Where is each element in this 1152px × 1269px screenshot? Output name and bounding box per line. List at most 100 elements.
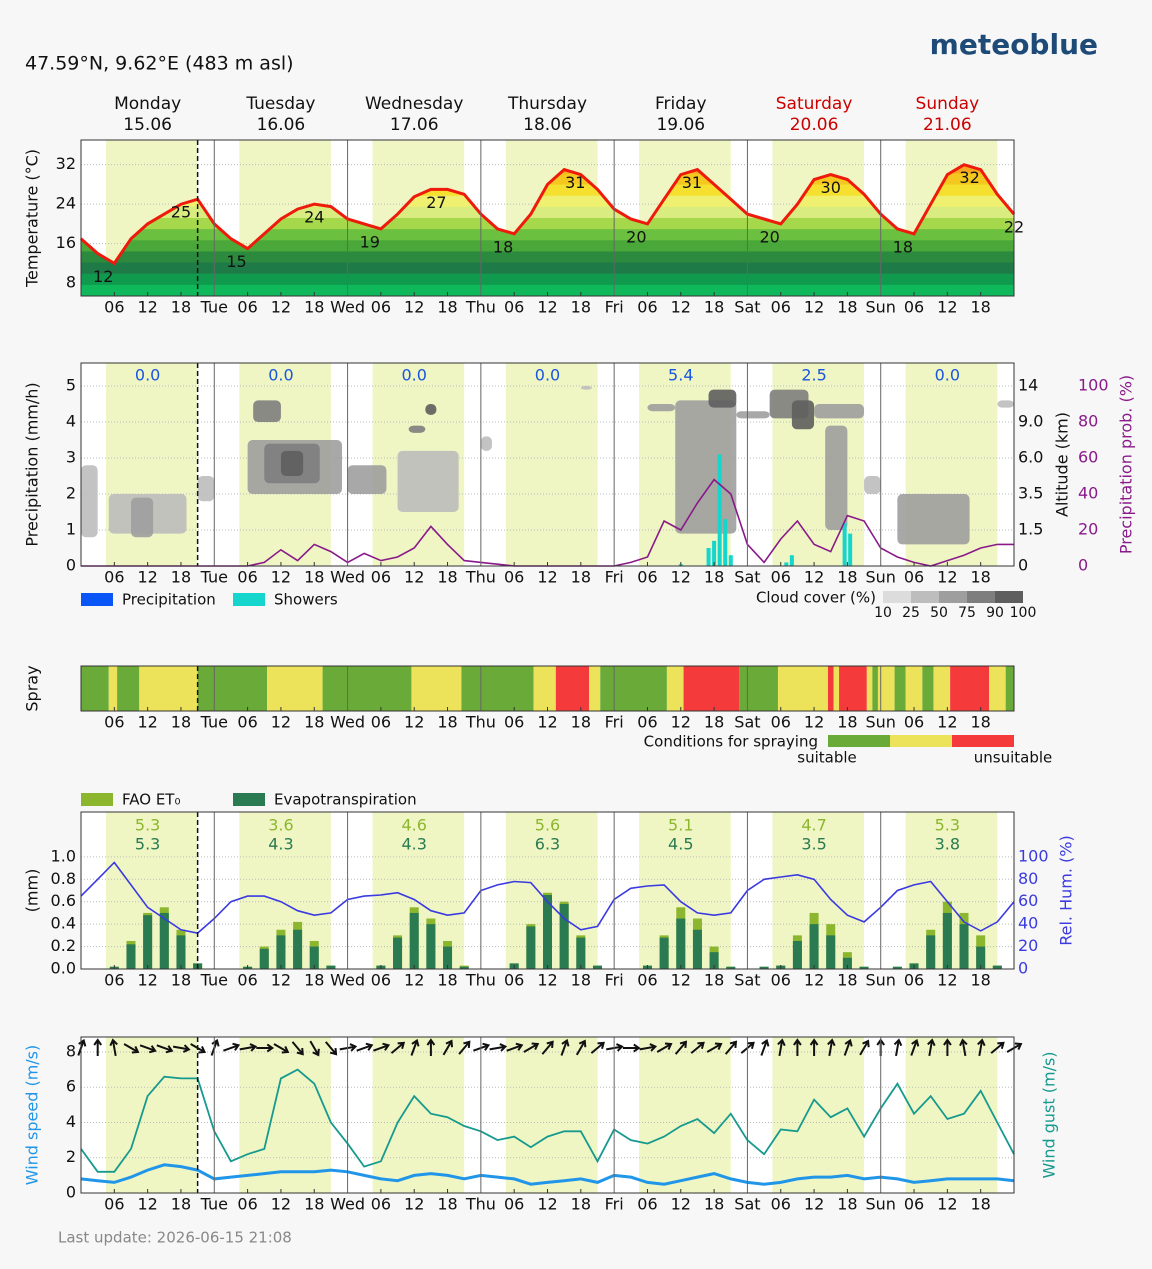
x-tick-label: 18 — [304, 971, 324, 990]
x-tick-label: 12 — [404, 713, 424, 732]
bar — [942, 912, 952, 969]
x-tick-label: 06 — [104, 298, 124, 317]
spray-segment — [933, 666, 951, 711]
x-tick-label: 18 — [571, 713, 591, 732]
x-tick-label: 18 — [704, 1195, 724, 1214]
x-tick-label: 12 — [271, 1195, 291, 1214]
x-tick-label: 18 — [171, 1195, 191, 1214]
legend-swatch — [828, 735, 890, 747]
x-tick-label: 06 — [637, 568, 657, 587]
y-tick-label: 4 — [66, 1112, 76, 1131]
bar — [526, 926, 536, 969]
day-name: Friday — [655, 94, 707, 114]
cloud — [425, 404, 437, 415]
x-tick-label: 06 — [504, 298, 524, 317]
y-tick-label: 1.0 — [51, 846, 76, 865]
temperature-label: 18 — [493, 237, 513, 256]
x-tick-label: 12 — [671, 1195, 691, 1214]
x-tick-label: 12 — [404, 1195, 424, 1214]
temperature-label: 25 — [171, 203, 191, 222]
wind-arrow — [977, 1038, 986, 1057]
y3-axis-label: Altitude (km) — [1053, 412, 1072, 517]
legend-swatch — [995, 591, 1023, 603]
y-axis-label: Wind speed (m/s) — [23, 1045, 42, 1186]
temperature-band — [81, 262, 1014, 275]
x-tick-label: 06 — [104, 1195, 124, 1214]
bar — [659, 937, 669, 969]
temperature-band — [81, 251, 1014, 264]
y2-axis-label: Rel. Hum. (%) — [1057, 835, 1076, 945]
cloud — [825, 425, 848, 531]
x-tick-label: 12 — [804, 971, 824, 990]
wind-arrow — [590, 1041, 605, 1054]
x-tick-label: 06 — [104, 713, 124, 732]
x-tick-label: Tue — [200, 298, 228, 317]
x-tick-label: 12 — [137, 298, 157, 317]
y-tick-label: 0.8 — [51, 869, 76, 888]
wind-arrow — [927, 1038, 936, 1057]
daily-total: 5.3 — [135, 816, 160, 835]
cloud — [197, 476, 215, 502]
x-tick-label: 06 — [771, 568, 791, 587]
bar — [992, 965, 1002, 969]
x-tick-label: 06 — [904, 1195, 924, 1214]
x-tick-label: 06 — [504, 1195, 524, 1214]
x-tick-label: 18 — [837, 1195, 857, 1214]
spray-segment — [600, 666, 667, 711]
x-tick-label: Tue — [200, 568, 228, 587]
wind-arrow — [674, 1040, 688, 1055]
x-tick-label: 18 — [571, 971, 591, 990]
temperature-band — [81, 195, 1014, 208]
daily-total: 5.3 — [135, 835, 160, 854]
daily-total: 0.0 — [401, 366, 426, 385]
bar — [459, 966, 469, 969]
wind-arrow — [309, 1040, 320, 1057]
y3-tick-label: 1.5 — [1018, 520, 1043, 539]
y3-tick-label: 14 — [1018, 376, 1038, 395]
plot-frame — [80, 665, 1015, 712]
x-tick-label: 12 — [937, 971, 957, 990]
wind-arrow — [273, 1043, 290, 1054]
legend-label: 50 — [930, 605, 948, 621]
x-tick-label: 18 — [437, 298, 457, 317]
x-tick-label: 12 — [404, 568, 424, 587]
x-tick-label: Sat — [734, 1195, 760, 1214]
x-tick-label: 12 — [537, 568, 557, 587]
y3-tick-label: 6.0 — [1018, 448, 1043, 467]
legend-label: 25 — [902, 605, 920, 621]
last-update: Last update: 2026-06-15 21:08 — [58, 1229, 292, 1247]
daily-total: 5.6 — [535, 816, 560, 835]
x-tick-label: 18 — [970, 971, 990, 990]
wind-arrow — [541, 1040, 554, 1055]
y3-tick-label: 3.5 — [1018, 484, 1043, 503]
daylight — [505, 1037, 598, 1193]
y2-tick-label: 0 — [1018, 959, 1028, 978]
x-tick-label: 12 — [137, 568, 157, 587]
x-tick-label: Sat — [734, 568, 760, 587]
daily-total: 3.6 — [268, 816, 293, 835]
wind-arrow — [809, 1038, 819, 1056]
y2-axis-label: Wind gust (m/s) — [1040, 1051, 1059, 1178]
wind-arrow — [943, 1038, 952, 1056]
x-tick-label: Tue — [200, 971, 228, 990]
daily-total: 2.5 — [801, 366, 826, 385]
daily-total: 4.6 — [401, 816, 426, 835]
y2-tick-label: 0 — [1078, 556, 1088, 575]
bar — [409, 912, 419, 969]
legend-label: 75 — [958, 605, 976, 621]
wind-arrow — [139, 1044, 157, 1054]
wind-arrow — [859, 1039, 870, 1056]
y-axis-label: Precipitation (mm/h) — [23, 382, 42, 546]
x-tick-label: 18 — [970, 1195, 990, 1214]
secondary-line — [80, 861, 1015, 934]
wind-arrow — [426, 1038, 436, 1056]
wind-arrow — [390, 1041, 406, 1054]
cloud — [253, 400, 281, 423]
x-tick-label: 12 — [271, 298, 291, 317]
x-tick-label: 18 — [837, 713, 857, 732]
y2-tick-label: 40 — [1078, 484, 1098, 503]
wind-arrow — [893, 1038, 903, 1057]
daylight — [372, 1037, 465, 1193]
x-tick-label: 06 — [771, 971, 791, 990]
spray-segment — [411, 666, 462, 711]
